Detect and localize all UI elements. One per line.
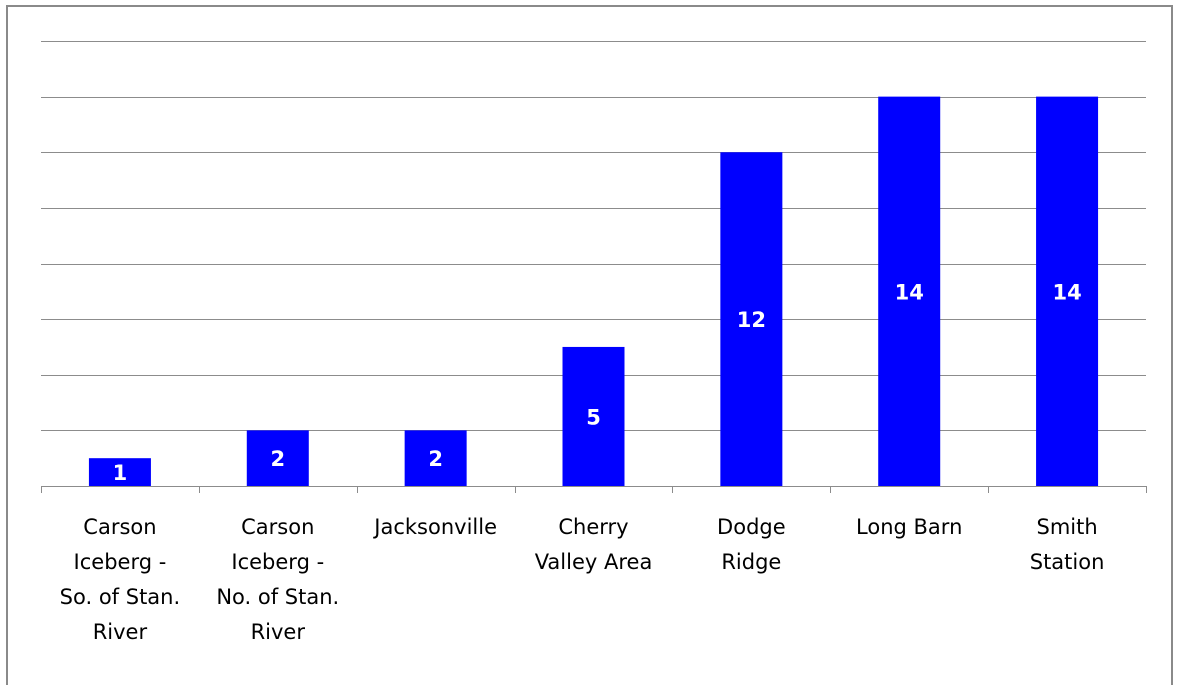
bar <box>404 430 467 486</box>
bar <box>878 96 941 486</box>
category-label: Carson <box>241 515 314 539</box>
data-label: 12 <box>737 308 766 332</box>
category-label: Smith <box>1036 515 1097 539</box>
category-label: Long Barn <box>856 515 962 539</box>
data-label: 5 <box>586 405 601 429</box>
bar <box>720 152 783 486</box>
category-label: No. of Stan. <box>216 585 339 609</box>
data-label: 14 <box>895 280 924 304</box>
data-label: 14 <box>1052 280 1081 304</box>
data-label: 2 <box>270 447 285 471</box>
bar <box>246 430 309 486</box>
category-label: Iceberg - <box>231 550 324 574</box>
category-label: Iceberg - <box>74 550 167 574</box>
data-label: 1 <box>113 461 128 485</box>
category-label: Dodge <box>717 515 786 539</box>
chart-frame <box>6 5 1173 685</box>
category-label: So. of Stan. <box>60 585 181 609</box>
bar <box>88 458 151 486</box>
data-label: 2 <box>428 447 443 471</box>
category-label: Carson <box>83 515 156 539</box>
bar <box>562 346 625 486</box>
category-label: Cherry <box>558 515 628 539</box>
bar <box>1036 96 1099 486</box>
category-label: Station <box>1030 550 1105 574</box>
category-label: Ridge <box>721 550 781 574</box>
category-label: River <box>251 620 306 644</box>
category-label: River <box>93 620 148 644</box>
category-label: Valley Area <box>535 550 653 574</box>
category-label: Jacksonville <box>372 515 497 539</box>
